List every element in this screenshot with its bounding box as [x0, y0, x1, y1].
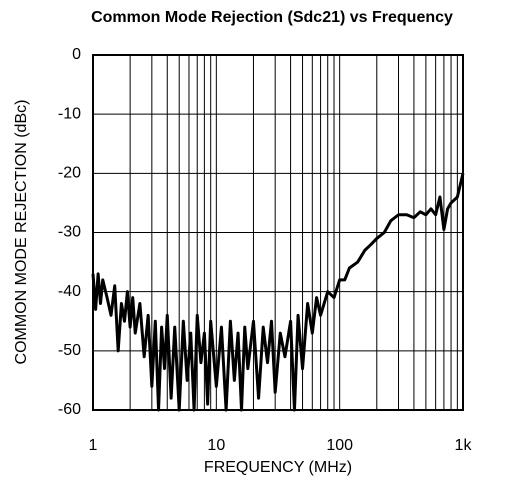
y-tick-label: -30 — [58, 224, 81, 241]
x-tick-label: 10 — [207, 437, 225, 454]
y-tick-label: -40 — [58, 283, 81, 300]
y-tick-label: -50 — [58, 342, 81, 359]
x-tick-label: 1k — [455, 437, 473, 454]
y-tick-label: -20 — [58, 165, 81, 182]
x-axis-label: FREQUENCY (MHz) — [204, 459, 352, 476]
y-tick-label: -60 — [58, 401, 81, 418]
y-tick-label: 0 — [72, 46, 81, 63]
x-tick-label: 1 — [89, 437, 98, 454]
plot-frame — [92, 54, 464, 411]
chart-title: Common Mode Rejection (Sdc21) vs Frequen… — [91, 9, 453, 26]
y-tick-label: -10 — [58, 105, 81, 122]
y-axis-label: COMMON MODE REJECTION (dBc) — [13, 100, 30, 365]
x-tick-label: 100 — [326, 437, 353, 454]
